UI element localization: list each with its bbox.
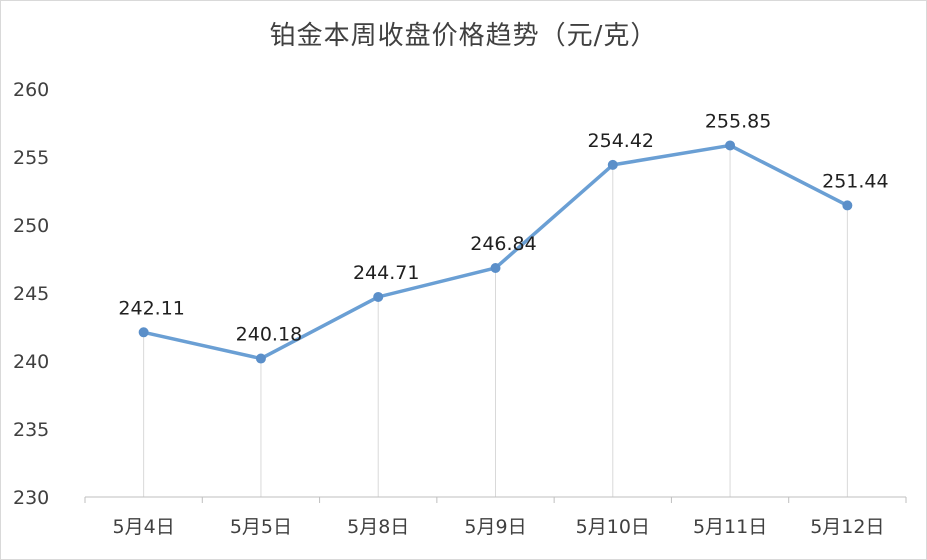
data-point bbox=[725, 140, 736, 151]
x-tick-label: 5月10日 bbox=[576, 516, 650, 538]
y-tick-label: 240 bbox=[13, 351, 49, 373]
y-tick-label: 255 bbox=[13, 147, 49, 169]
x-tick-label: 5月12日 bbox=[810, 516, 884, 538]
data-point bbox=[607, 159, 618, 170]
y-tick-label: 260 bbox=[13, 79, 49, 101]
data-label: 254.42 bbox=[588, 130, 654, 152]
data-label: 251.44 bbox=[822, 170, 888, 192]
x-axis bbox=[84, 496, 907, 503]
data-labels: 242.11 240.18 244.71 246.84 254.42 255.85 251.… bbox=[118, 110, 888, 345]
x-axis-ticks: 5月4日 5月5日 5月8日 5月9日 5月10日 5月11日 5月12日 bbox=[113, 516, 885, 538]
data-label: 242.11 bbox=[118, 297, 184, 319]
y-tick-label: 235 bbox=[13, 419, 49, 441]
x-tick-label: 5月9日 bbox=[464, 516, 526, 538]
data-label: 244.71 bbox=[353, 262, 419, 284]
series-markers bbox=[138, 140, 853, 364]
data-label: 240.18 bbox=[236, 324, 302, 346]
y-tick-label: 230 bbox=[13, 487, 49, 509]
data-point bbox=[842, 200, 853, 211]
x-tick-label: 5月11日 bbox=[693, 516, 767, 538]
x-tick-label: 5月4日 bbox=[113, 516, 175, 538]
data-point bbox=[373, 291, 384, 302]
data-label: 246.84 bbox=[470, 233, 536, 255]
x-tick-label: 5月5日 bbox=[230, 516, 292, 538]
data-point bbox=[138, 327, 149, 338]
chart-title: 铂金本周收盘价格趋势（元/克） bbox=[269, 21, 658, 51]
drop-lines bbox=[143, 145, 848, 497]
x-tick-label: 5月8日 bbox=[347, 516, 409, 538]
data-point bbox=[255, 353, 266, 364]
y-tick-label: 250 bbox=[13, 215, 49, 237]
data-point bbox=[490, 262, 501, 273]
y-axis-ticks: 230 235 240 245 250 255 260 bbox=[13, 79, 49, 509]
y-tick-label: 245 bbox=[13, 283, 49, 305]
data-label: 255.85 bbox=[705, 110, 771, 132]
